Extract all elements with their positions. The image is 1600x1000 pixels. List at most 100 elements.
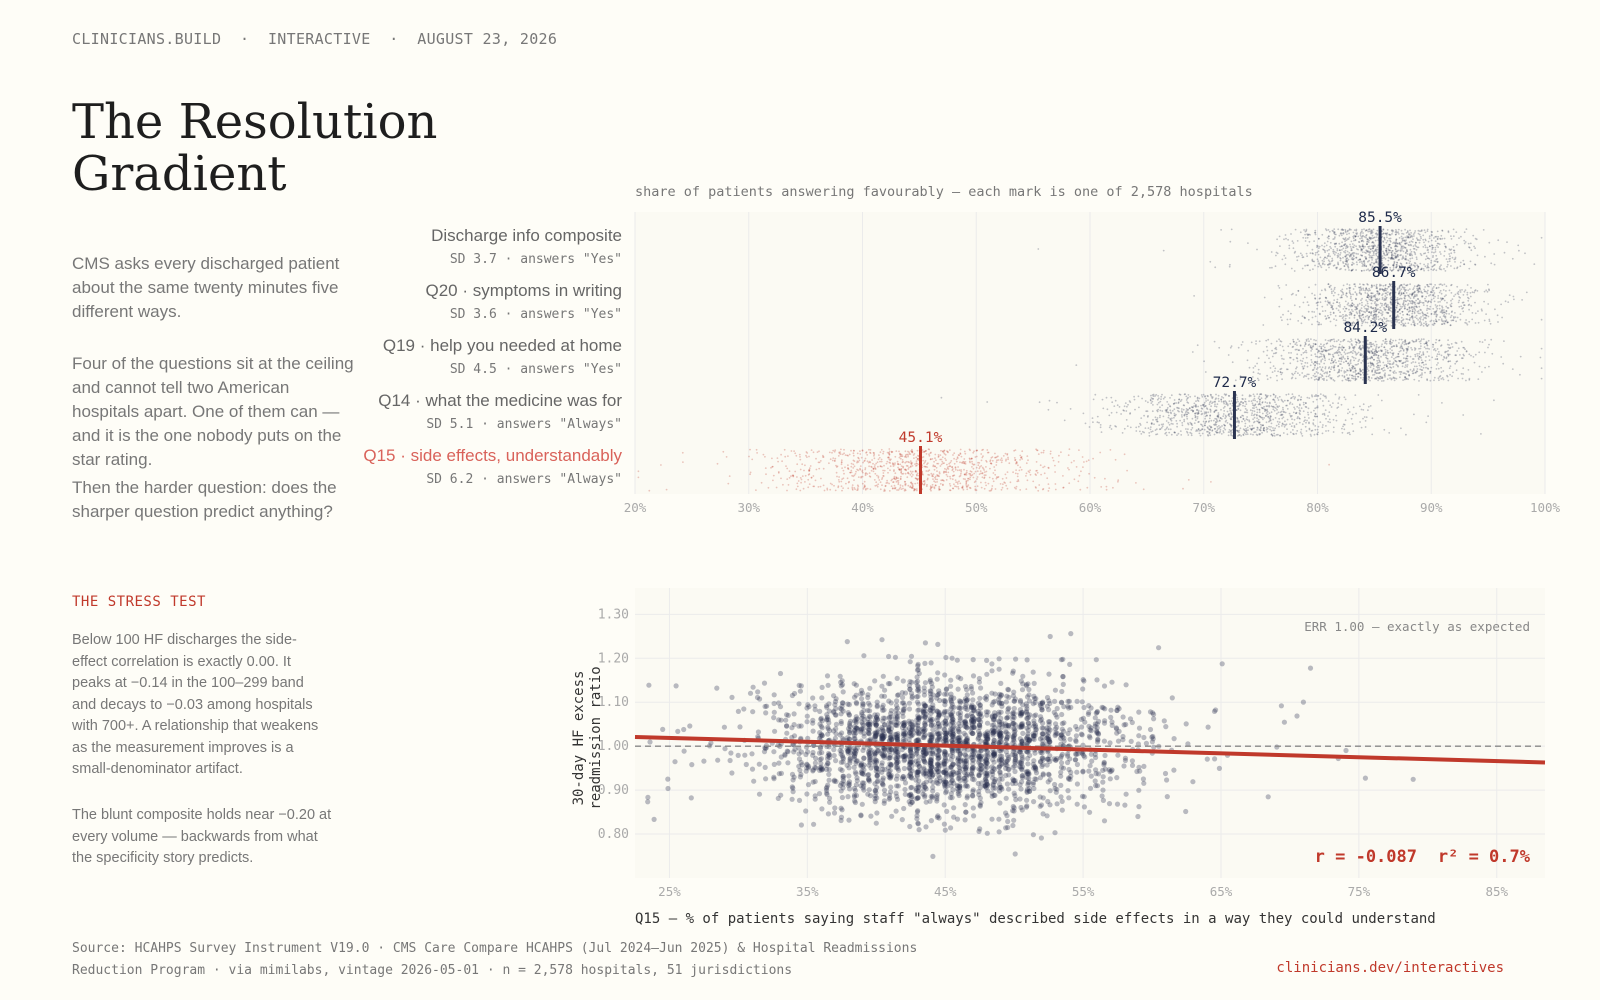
strip-point bbox=[1404, 300, 1407, 302]
strip-point bbox=[1449, 257, 1452, 260]
strip-point bbox=[1465, 379, 1467, 382]
strip-point bbox=[1441, 305, 1443, 308]
strip-point bbox=[1416, 246, 1419, 249]
strip-point bbox=[1266, 431, 1269, 433]
strip-point bbox=[834, 457, 837, 460]
strip-point bbox=[1389, 343, 1392, 346]
strip-point bbox=[1187, 412, 1190, 415]
strip-point bbox=[1388, 249, 1391, 252]
strip-point bbox=[1372, 251, 1375, 253]
strip-point bbox=[1438, 283, 1441, 286]
strip-point bbox=[1417, 312, 1420, 315]
strip-point bbox=[1227, 354, 1230, 356]
strip-point bbox=[1253, 413, 1256, 416]
strip-point bbox=[1370, 299, 1372, 302]
strip-point bbox=[1123, 427, 1126, 430]
strip-point bbox=[1381, 318, 1384, 321]
strip-point bbox=[1285, 237, 1287, 240]
strip-point bbox=[876, 474, 878, 477]
strip-point bbox=[885, 462, 888, 465]
strip-point bbox=[1424, 252, 1427, 255]
strip-point bbox=[1429, 300, 1432, 303]
strip-point bbox=[1281, 400, 1284, 402]
strip-point bbox=[1350, 295, 1352, 298]
strip-point bbox=[1303, 345, 1306, 347]
strip-point bbox=[1218, 400, 1220, 403]
strip-point bbox=[1369, 250, 1372, 253]
strip-point bbox=[1432, 324, 1435, 326]
strip-point bbox=[1385, 249, 1387, 252]
strip-point bbox=[1400, 229, 1403, 232]
strip-point bbox=[1319, 293, 1322, 296]
strip-point bbox=[1276, 252, 1279, 255]
strip-point bbox=[1150, 394, 1152, 397]
strip-point bbox=[1317, 237, 1320, 240]
strip-point bbox=[1443, 283, 1446, 286]
strip-point bbox=[1318, 321, 1320, 324]
strip-point bbox=[1258, 411, 1261, 414]
strip-point bbox=[1384, 338, 1387, 341]
strip-point bbox=[1448, 313, 1450, 315]
strip-point bbox=[1332, 426, 1335, 429]
strip-point bbox=[1228, 415, 1231, 418]
strip-point bbox=[1353, 244, 1356, 247]
strip-point bbox=[931, 458, 934, 460]
strip-point bbox=[1386, 239, 1389, 242]
strip-point bbox=[1246, 409, 1248, 412]
strip-point bbox=[1421, 296, 1424, 298]
strip-point bbox=[1386, 378, 1389, 381]
strip-point bbox=[1363, 305, 1366, 308]
strip-point bbox=[1484, 255, 1486, 258]
strip-point bbox=[1417, 265, 1419, 267]
strip-point bbox=[1255, 340, 1257, 342]
strip-point bbox=[1376, 351, 1378, 353]
strip-point bbox=[1210, 395, 1213, 398]
strip-point bbox=[1197, 411, 1200, 413]
strip-point bbox=[1399, 297, 1402, 300]
strip-point bbox=[853, 465, 856, 468]
strip-point bbox=[1416, 306, 1418, 309]
strip-point bbox=[1297, 398, 1299, 401]
strip-point bbox=[1402, 239, 1404, 241]
strip-point bbox=[1125, 419, 1128, 421]
strip-point bbox=[1343, 428, 1346, 431]
strip-point bbox=[1390, 289, 1393, 292]
strip-point bbox=[1372, 314, 1375, 317]
strip-point bbox=[1397, 269, 1400, 272]
strip-point bbox=[1350, 293, 1352, 296]
strip-point bbox=[1431, 287, 1434, 290]
strip-point bbox=[1369, 405, 1372, 407]
strip-point bbox=[1258, 429, 1261, 431]
strip-point bbox=[1209, 425, 1212, 428]
strip-point bbox=[1397, 310, 1399, 313]
strip-point bbox=[1418, 347, 1420, 350]
strip-point bbox=[1320, 323, 1322, 326]
strip-point bbox=[1384, 284, 1387, 287]
strip-point bbox=[1436, 230, 1439, 233]
strip-point bbox=[1264, 361, 1266, 364]
strip-point bbox=[1230, 345, 1233, 347]
strip-point bbox=[1342, 308, 1345, 310]
strip-point bbox=[1346, 283, 1349, 285]
strip-point bbox=[1418, 362, 1420, 364]
strip-point bbox=[1389, 292, 1392, 294]
strip-point bbox=[1237, 405, 1239, 408]
strip-point bbox=[1414, 253, 1417, 256]
strip-point bbox=[1209, 411, 1212, 413]
strip-point bbox=[1348, 254, 1351, 257]
strip-point bbox=[1396, 304, 1398, 307]
strip-point bbox=[1291, 422, 1294, 424]
strip-point bbox=[1345, 239, 1348, 242]
strip-point bbox=[1261, 431, 1263, 434]
strip-point bbox=[1250, 400, 1253, 403]
strip-point bbox=[1341, 427, 1343, 430]
strip-point bbox=[1444, 270, 1447, 272]
strip-point bbox=[1391, 250, 1393, 252]
strip-point bbox=[1442, 315, 1445, 317]
strip-point bbox=[1459, 313, 1462, 315]
strip-point bbox=[1362, 245, 1364, 247]
strip-point bbox=[1360, 269, 1363, 272]
strip-point bbox=[847, 464, 849, 467]
strip-point bbox=[1395, 306, 1398, 309]
strip-point bbox=[971, 466, 973, 468]
